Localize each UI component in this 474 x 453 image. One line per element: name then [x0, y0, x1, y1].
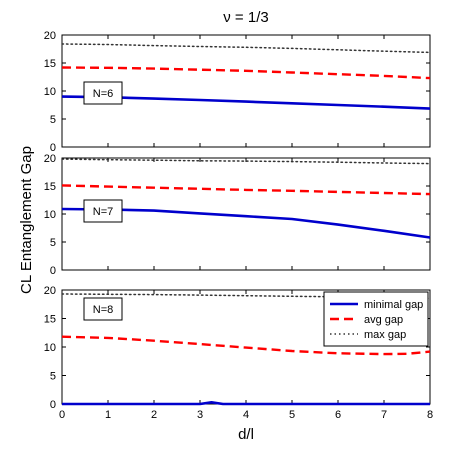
- x-tick-label: 0: [59, 409, 65, 421]
- y-tick-label: 0: [50, 142, 56, 154]
- annotation-box: [83, 199, 123, 223]
- annotation-label: N=6: [93, 88, 114, 100]
- y-tick-label: 20: [44, 285, 56, 297]
- series-minimal-line: [61, 95, 431, 110]
- legend-label-minimal: minimal gap: [364, 299, 423, 311]
- annotation-label: N=8: [93, 304, 114, 316]
- x-tick-label: 6: [335, 409, 341, 421]
- panel-3: 0 5 10 15 20 0 1 2 3 4 5 6 7 8 N=8 minimal gap avg gap ma…: [44, 285, 433, 421]
- y-tick-label: 10: [44, 86, 56, 98]
- y-tick-label: 20: [44, 153, 56, 165]
- y-tick-label: 0: [50, 399, 56, 411]
- x-tick-label: 7: [381, 409, 387, 421]
- series-minimal-line: [61, 207, 431, 239]
- panel-1: 0 5 10 15 20 N=6: [44, 30, 431, 154]
- y-tick-label: 5: [50, 237, 56, 249]
- x-tick-label: 3: [197, 409, 203, 421]
- y-tick-label: 10: [44, 342, 56, 354]
- y-tick-label: 5: [50, 114, 56, 126]
- y-tick-label: 20: [44, 30, 56, 42]
- y-tick-label: 10: [44, 209, 56, 221]
- plot-frame: [61, 34, 431, 148]
- series-max-line: [61, 158, 431, 165]
- y-tick-label: 15: [44, 181, 56, 193]
- series-minimal-line: [62, 400, 430, 406]
- annotation-label: N=7: [93, 206, 114, 218]
- series-avg-line: [61, 66, 431, 80]
- x-tick-label: 8: [427, 409, 433, 421]
- x-axis-label: d/l: [238, 426, 254, 443]
- series-max-line: [61, 43, 431, 54]
- panel-2: 0 5 10 15 20 N=7: [44, 153, 431, 277]
- legend-label-avg: avg gap: [364, 314, 403, 326]
- x-tick-label: 1: [105, 409, 111, 421]
- legend-box: [323, 291, 429, 347]
- plot-frame: [61, 157, 431, 271]
- y-tick-label: 5: [50, 371, 56, 383]
- annotation-box: [83, 297, 123, 321]
- y-tick-label: 15: [44, 58, 56, 70]
- y-axis-label: CL Entanglement Gap: [18, 146, 35, 294]
- annotation-box: [83, 81, 123, 105]
- y-tick-label: 0: [50, 265, 56, 277]
- x-tick-label: 4: [243, 409, 249, 421]
- figure-title: ν = 1/3: [223, 9, 268, 26]
- x-tick-label: 2: [151, 409, 157, 421]
- legend-label-max: max gap: [364, 329, 406, 341]
- series-avg-line: [61, 184, 431, 196]
- x-tick-label: 5: [289, 409, 295, 421]
- y-tick-label: 15: [44, 314, 56, 326]
